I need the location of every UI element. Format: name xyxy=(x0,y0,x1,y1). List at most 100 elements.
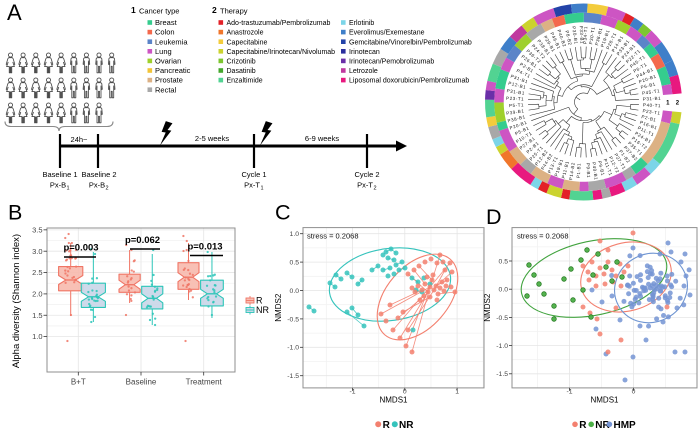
svg-text:Dasatinib: Dasatinib xyxy=(227,68,256,75)
svg-text:1: 1 xyxy=(131,5,136,15)
svg-text:0: 0 xyxy=(403,388,407,395)
svg-text:Liposomal doxorubicin/Pembrol: Liposomal doxorubicin/Pembrolizumab xyxy=(349,78,469,85)
svg-text:p=0.013: p=0.013 xyxy=(187,242,222,253)
svg-text:P11-T1: P11-T1 xyxy=(603,158,614,176)
svg-text:NMDS2: NMDS2 xyxy=(483,293,492,322)
svg-text:0.0: 0.0 xyxy=(290,288,300,295)
svg-text:-1.0: -1.0 xyxy=(287,345,299,352)
svg-text:P23-T1: P23-T1 xyxy=(642,108,661,116)
svg-text:HMP: HMP xyxy=(614,420,637,430)
svg-text:-1.5: -1.5 xyxy=(496,371,508,378)
svg-text:A: A xyxy=(7,0,22,25)
svg-text:Baseline 2: Baseline 2 xyxy=(81,170,116,179)
svg-text:P40-B2: P40-B2 xyxy=(556,29,567,48)
svg-text:NMDS2: NMDS2 xyxy=(274,293,283,322)
svg-text:B+T: B+T xyxy=(71,378,86,387)
svg-text:p=0.062: p=0.062 xyxy=(125,235,160,246)
svg-text:P11-B1: P11-B1 xyxy=(561,160,570,179)
svg-text:Baseline: Baseline xyxy=(126,378,157,387)
svg-text:1.0: 1.0 xyxy=(290,231,300,238)
svg-text:P31-B1: P31-B1 xyxy=(506,88,525,96)
svg-text:-1.0: -1.0 xyxy=(496,343,508,350)
svg-text:Px-T: Px-T xyxy=(244,181,260,190)
svg-text:Breast: Breast xyxy=(155,18,178,27)
svg-text:P23-T1: P23-T1 xyxy=(506,96,524,102)
svg-text:P31-B1: P31-B1 xyxy=(643,96,662,102)
svg-text:Everolimus/Exemestane: Everolimus/Exemestane xyxy=(349,30,425,37)
svg-text:1: 1 xyxy=(260,186,263,192)
svg-text:Capecitabine: Capecitabine xyxy=(227,39,268,46)
svg-text:P38-B1: P38-B1 xyxy=(507,114,526,123)
svg-text:NR: NR xyxy=(595,420,610,430)
svg-text:Therapy: Therapy xyxy=(220,7,248,16)
svg-text:Anastrozole: Anastrozole xyxy=(227,30,264,37)
svg-text:P38-B1: P38-B1 xyxy=(594,27,603,46)
svg-text:Alpha diversity (Shannon index: Alpha diversity (Shannon index) xyxy=(11,234,22,368)
svg-text:Cancer type: Cancer type xyxy=(139,7,179,16)
svg-text:P9-B1: P9-B1 xyxy=(585,163,591,178)
svg-text:P4-T1: P4-T1 xyxy=(516,68,532,79)
svg-text:2-5 weeks: 2-5 weeks xyxy=(195,134,229,143)
svg-text:Lung: Lung xyxy=(155,47,172,56)
svg-text:P20-B1: P20-B1 xyxy=(638,74,657,85)
svg-text:2: 2 xyxy=(373,186,376,192)
svg-text:P33-B1: P33-B1 xyxy=(579,26,585,45)
svg-text:Letrozole: Letrozole xyxy=(349,68,378,75)
svg-text:P6-B1: P6-B1 xyxy=(640,81,656,90)
svg-text:-0.5: -0.5 xyxy=(287,316,299,323)
svg-text:P2-B1: P2-B1 xyxy=(641,114,657,123)
svg-text:Px-B: Px-B xyxy=(50,181,66,190)
svg-text:Cycle 1: Cycle 1 xyxy=(241,170,266,179)
svg-text:1: 1 xyxy=(666,100,670,106)
svg-text:Ado-trastuzumab/Pembrolizumab: Ado-trastuzumab/Pembrolizumab xyxy=(227,20,331,27)
svg-text:1: 1 xyxy=(66,186,69,192)
svg-text:-1.5: -1.5 xyxy=(287,373,299,380)
svg-text:Erlotinib: Erlotinib xyxy=(349,20,374,27)
svg-text:P12-B1: P12-B1 xyxy=(508,81,527,90)
svg-text:D: D xyxy=(486,205,502,229)
svg-text:1: 1 xyxy=(455,388,459,395)
svg-text:1.5: 1.5 xyxy=(32,311,42,320)
svg-text:6-9 weeks: 6-9 weeks xyxy=(305,134,339,143)
svg-text:NR: NR xyxy=(256,305,269,315)
svg-text:Leukemia: Leukemia xyxy=(155,37,188,46)
svg-text:2: 2 xyxy=(212,5,217,15)
svg-text:Colon: Colon xyxy=(155,28,175,37)
svg-text:Crizotinib: Crizotinib xyxy=(227,59,256,66)
svg-text:Capecitabine/Irinotecan/Nivolu: Capecitabine/Irinotecan/Nivolumab xyxy=(227,49,336,56)
svg-text:P34-T1: P34-T1 xyxy=(582,26,588,44)
svg-text:0.5: 0.5 xyxy=(290,260,300,267)
svg-text:P30-B1: P30-B1 xyxy=(571,26,579,45)
svg-text:2.0: 2.0 xyxy=(32,290,42,299)
svg-text:P20-B1: P20-B1 xyxy=(509,120,528,131)
svg-text:R: R xyxy=(256,296,263,306)
svg-text:P9-B1: P9-B1 xyxy=(597,160,606,176)
svg-text:Px-T: Px-T xyxy=(357,181,373,190)
svg-text:1.0: 1.0 xyxy=(32,332,42,341)
svg-text:0: 0 xyxy=(632,388,636,395)
svg-text:P45-T1: P45-T1 xyxy=(642,88,661,96)
svg-text:Px-B: Px-B xyxy=(89,181,105,190)
svg-text:-1: -1 xyxy=(566,388,572,395)
svg-text:P1-B1: P1-B1 xyxy=(576,163,582,178)
svg-text:-1: -1 xyxy=(349,388,355,395)
svg-text:P40-B1: P40-B1 xyxy=(591,162,599,181)
svg-text:Rectal: Rectal xyxy=(155,85,177,94)
svg-text:P14-B2: P14-B2 xyxy=(568,162,576,181)
svg-text:P5-T1: P5-T1 xyxy=(509,102,524,108)
svg-text:Ovarian: Ovarian xyxy=(155,57,181,66)
svg-text:Treatment: Treatment xyxy=(186,378,223,387)
svg-text:2.5: 2.5 xyxy=(32,268,42,277)
svg-text:p=0.003: p=0.003 xyxy=(63,243,98,254)
svg-text:NMDS1: NMDS1 xyxy=(379,396,408,405)
svg-text:2: 2 xyxy=(105,186,108,192)
svg-text:P19-B1: P19-B1 xyxy=(600,29,611,48)
svg-text:B: B xyxy=(8,201,22,225)
svg-text:2: 2 xyxy=(676,100,680,106)
svg-text:P40-T1: P40-T1 xyxy=(643,102,661,108)
svg-text:P16-B1: P16-B1 xyxy=(639,120,658,131)
svg-text:Baseline 1: Baseline 1 xyxy=(42,170,77,179)
svg-text:P39-B1: P39-B1 xyxy=(506,108,525,116)
svg-text:Pancreatic: Pancreatic xyxy=(155,66,191,75)
svg-text:R: R xyxy=(383,420,391,430)
